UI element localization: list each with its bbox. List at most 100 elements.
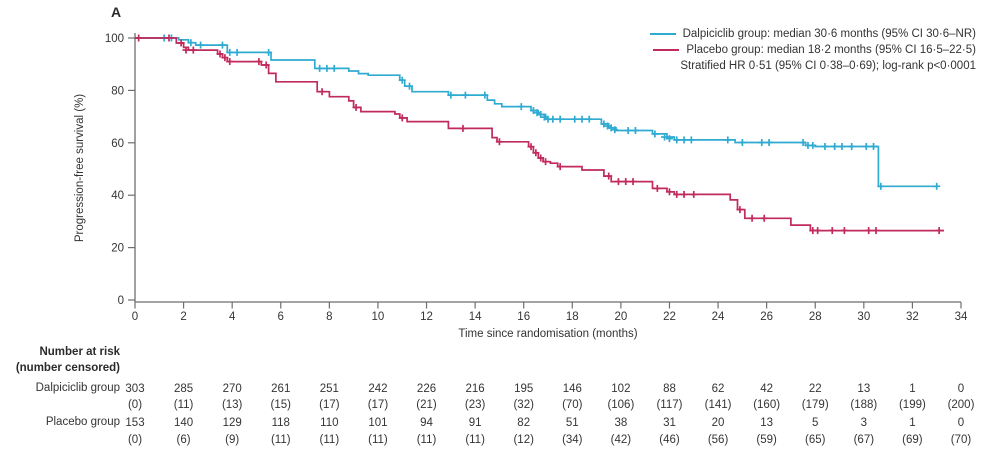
y-axis-title: Progression-free survival (%) — [74, 93, 86, 243]
svg-text:24: 24 — [712, 311, 725, 323]
svg-text:0: 0 — [958, 417, 964, 429]
svg-text:22: 22 — [809, 383, 822, 395]
svg-text:(199): (199) — [899, 399, 926, 411]
dalpiciclib-line-swatch — [649, 33, 676, 35]
svg-text:1: 1 — [909, 417, 915, 429]
svg-text:(69): (69) — [902, 434, 923, 446]
svg-text:100: 100 — [105, 33, 124, 45]
legend-row-dalpiciclib: Dalpiciclib group: median 30·6 months (9… — [649, 26, 976, 42]
svg-text:270: 270 — [223, 383, 242, 395]
x-axis-title: Time since randomisation (months) — [458, 328, 638, 340]
svg-text:285: 285 — [174, 383, 193, 395]
svg-text:146: 146 — [563, 383, 582, 395]
svg-text:(59): (59) — [756, 434, 777, 446]
legend: Dalpiciclib group: median 30·6 months (9… — [649, 26, 976, 74]
svg-text:2: 2 — [180, 311, 186, 323]
svg-text:(106): (106) — [607, 399, 634, 411]
svg-text:82: 82 — [517, 417, 530, 429]
svg-text:(67): (67) — [854, 434, 875, 446]
svg-text:153: 153 — [125, 417, 144, 429]
legend-row-placebo: Placebo group: median 18·2 months (95% C… — [650, 42, 976, 58]
svg-text:(42): (42) — [611, 434, 632, 446]
svg-text:(141): (141) — [705, 399, 732, 411]
svg-text:(11): (11) — [368, 434, 388, 446]
svg-text:18: 18 — [566, 311, 579, 323]
svg-text:242: 242 — [368, 383, 387, 395]
svg-text:(17): (17) — [319, 399, 340, 411]
series-dalpiciclib-group — [135, 34, 941, 190]
axes — [134, 33, 961, 303]
svg-text:94: 94 — [420, 417, 433, 429]
svg-text:226: 226 — [417, 383, 436, 395]
svg-text:8: 8 — [326, 311, 332, 323]
svg-text:(12): (12) — [513, 434, 534, 446]
risk-table-values: 303 (0) 285 (11) 270 (13) 261 (15) 251 (17) 242 (17… — [125, 383, 974, 446]
svg-text:(70): (70) — [951, 434, 972, 446]
legend-row-stats: Stratified HR 0·51 (95% CI 0·38–0·69); l… — [650, 58, 976, 74]
curve-dalpiciclib-group — [135, 37, 937, 188]
svg-text:(160): (160) — [753, 399, 780, 411]
svg-text:14: 14 — [469, 311, 482, 323]
risk-table-row-1: 303 (0) 285 (11) 270 (13) 261 (15) 251 (17) 242 (17… — [125, 383, 974, 411]
censor-marks-dalpiciclib-group — [160, 34, 941, 190]
svg-text:13: 13 — [760, 417, 773, 429]
svg-text:(70): (70) — [562, 399, 583, 411]
legend-stats-text: Stratified HR 0·51 (95% CI 0·38–0·69); l… — [680, 60, 976, 72]
y-axis-ticks: 0 20 40 60 80 100 — [105, 33, 135, 307]
svg-text:12: 12 — [420, 311, 433, 323]
legend-label-placebo: Placebo group: median 18·2 months (95% C… — [686, 44, 976, 56]
svg-text:261: 261 — [271, 383, 290, 395]
risk-table-row-2: 153(0)140(6)129(9)118(11)110(11)101(11)9… — [125, 417, 971, 446]
svg-text:0: 0 — [958, 383, 964, 395]
svg-text:195: 195 — [514, 383, 533, 395]
svg-text:1: 1 — [909, 383, 915, 395]
svg-text:(11): (11) — [320, 434, 340, 446]
svg-text:31: 31 — [663, 417, 676, 429]
svg-text:6: 6 — [278, 311, 284, 323]
svg-text:62: 62 — [712, 383, 725, 395]
svg-text:26: 26 — [760, 311, 773, 323]
svg-text:303: 303 — [125, 383, 144, 395]
svg-text:140: 140 — [174, 417, 193, 429]
svg-text:60: 60 — [111, 138, 124, 150]
svg-text:(11): (11) — [465, 434, 485, 446]
svg-text:(0): (0) — [128, 434, 142, 446]
svg-text:51: 51 — [566, 417, 579, 429]
series-placebo-group — [135, 34, 944, 235]
svg-text:118: 118 — [272, 417, 290, 429]
svg-text:(9): (9) — [225, 434, 239, 446]
svg-text:42: 42 — [760, 383, 773, 395]
svg-text:(15): (15) — [271, 399, 292, 411]
risk-row-label-placebo: Placebo group — [45, 416, 120, 428]
risk-row-label-dalpiciclib: Dalpiciclib group — [35, 382, 120, 394]
placebo-line-swatch — [653, 49, 680, 51]
censor-marks-placebo-group — [135, 34, 943, 235]
svg-text:5: 5 — [812, 417, 818, 429]
svg-text:(11): (11) — [417, 434, 437, 446]
svg-text:(6): (6) — [177, 434, 191, 446]
svg-text:20: 20 — [712, 417, 725, 429]
svg-text:16: 16 — [517, 311, 530, 323]
svg-text:(200): (200) — [948, 399, 975, 411]
svg-text:(17): (17) — [368, 399, 389, 411]
risk-table-header-line1: Number at risk — [39, 346, 120, 358]
svg-text:102: 102 — [611, 383, 630, 395]
svg-text:28: 28 — [809, 311, 822, 323]
svg-text:(117): (117) — [656, 399, 682, 411]
svg-text:20: 20 — [614, 311, 627, 323]
svg-text:(46): (46) — [659, 434, 680, 446]
svg-text:216: 216 — [466, 383, 485, 395]
svg-text:30: 30 — [857, 311, 870, 323]
svg-text:(179): (179) — [802, 399, 829, 411]
svg-text:(32): (32) — [513, 399, 534, 411]
svg-text:34: 34 — [955, 311, 968, 323]
risk-table-header-line2: (number censored) — [15, 362, 120, 374]
panel-label: A — [111, 4, 122, 20]
svg-text:13: 13 — [857, 383, 870, 395]
svg-text:0: 0 — [118, 295, 124, 307]
svg-text:(11): (11) — [174, 399, 194, 411]
svg-text:22: 22 — [663, 311, 676, 323]
svg-text:40: 40 — [111, 190, 124, 202]
svg-text:80: 80 — [111, 85, 124, 97]
